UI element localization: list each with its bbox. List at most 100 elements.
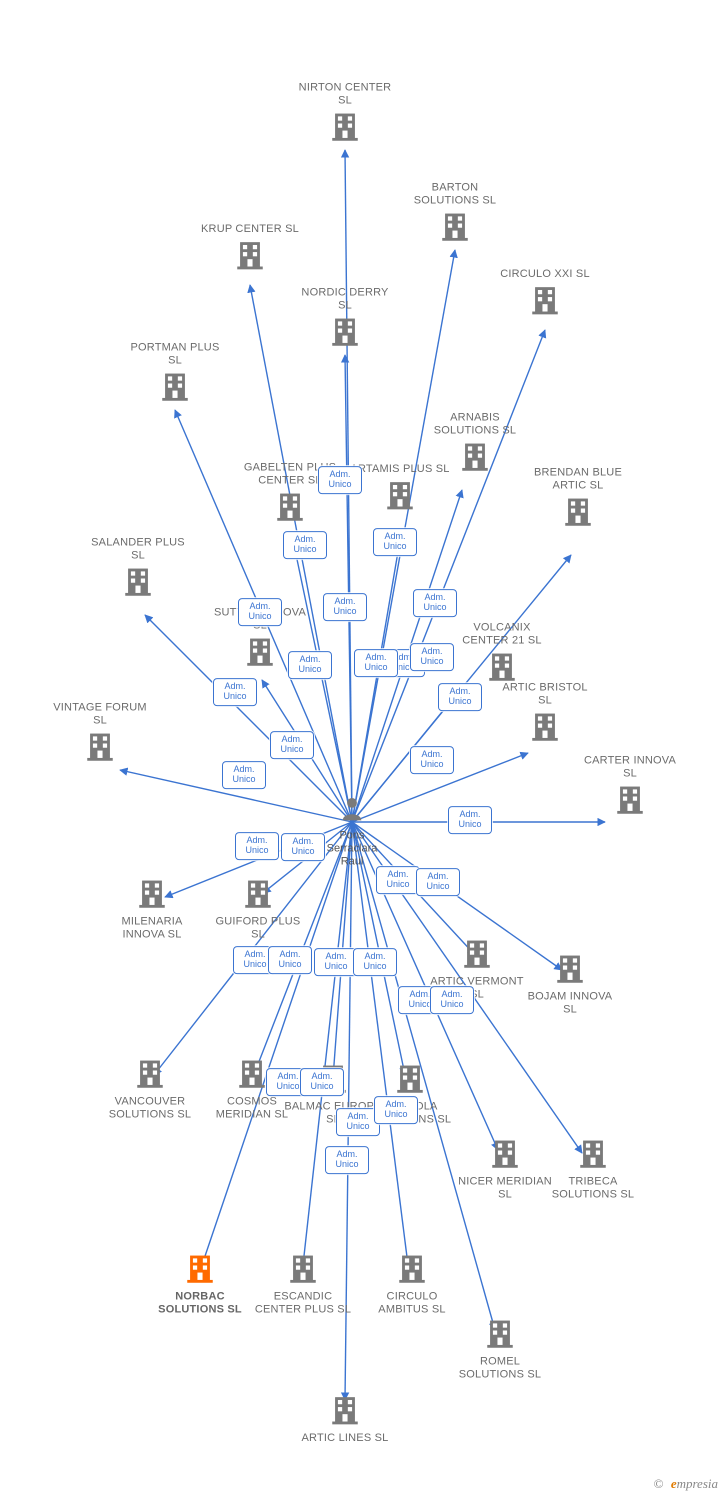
company-node[interactable]: CIRCULO AMBITUS SL: [362, 1251, 462, 1318]
company-label: NIRTON CENTER SL: [295, 81, 395, 107]
building-icon: [295, 315, 395, 354]
company-label: BOJAM INNOVA SL: [520, 990, 620, 1016]
building-icon: [350, 478, 450, 517]
building-icon: [580, 783, 680, 822]
building-icon: [295, 110, 395, 149]
building-icon: [253, 1251, 353, 1290]
company-label: NORDIC DERRY SL: [295, 286, 395, 312]
company-label: TRIBECA SOLUTIONS SL: [543, 1175, 643, 1201]
edge-label: Adm. Unico: [353, 948, 397, 976]
company-node[interactable]: BOJAM INNOVA SL: [520, 951, 620, 1018]
building-icon: [295, 1393, 395, 1432]
company-node[interactable]: BARTON SOLUTIONS SL: [405, 181, 505, 248]
edge-label: Adm. Unico: [323, 593, 367, 621]
company-node[interactable]: BRENDAN BLUE ARTIC SL: [528, 466, 628, 533]
building-icon: [362, 1251, 462, 1290]
company-label: VANCOUVER SOLUTIONS SL: [100, 1095, 200, 1121]
edge-label: Adm. Unico: [235, 832, 279, 860]
building-icon: [125, 370, 225, 409]
edge-label: Adm. Unico: [410, 643, 454, 671]
edge-label: Adm. Unico: [213, 678, 257, 706]
edge-label: Adm. Unico: [410, 746, 454, 774]
company-label: ESCANDIC CENTER PLUS SL: [253, 1290, 353, 1316]
company-label: ARTIC BRISTOL SL: [495, 681, 595, 707]
building-icon: [427, 936, 527, 975]
building-icon: [360, 1061, 460, 1100]
edge-label: Adm. Unico: [413, 589, 457, 617]
edge-label: Adm. Unico: [281, 833, 325, 861]
company-label: ROMEL SOLUTIONS SL: [450, 1355, 550, 1381]
edge-label: Adm. Unico: [354, 649, 398, 677]
edge-label: Adm. Unico: [430, 986, 474, 1014]
company-node[interactable]: VOLCANIX CENTER 21 SL: [452, 621, 552, 688]
building-icon: [455, 1136, 555, 1175]
edge-label: Adm. Unico: [314, 948, 358, 976]
company-node[interactable]: PORTMAN PLUS SL: [125, 341, 225, 408]
company-label: BRENDAN BLUE ARTIC SL: [528, 466, 628, 492]
company-node[interactable]: GUIFORD PLUS SL: [208, 876, 308, 943]
edge-line: [294, 545, 352, 822]
building-icon: [88, 565, 188, 604]
company-node[interactable]: NICER MERIDIAN SL: [455, 1136, 555, 1203]
company-node[interactable]: SALANDER PLUS SL: [88, 536, 188, 603]
building-icon: [520, 951, 620, 990]
building-icon: [100, 1056, 200, 1095]
company-label: VOLCANIX CENTER 21 SL: [452, 621, 552, 647]
company-label: NORBAC SOLUTIONS SL: [150, 1290, 250, 1316]
company-node[interactable]: ROMEL SOLUTIONS SL: [450, 1316, 550, 1383]
company-node[interactable]: TRIBECA SOLUTIONS SL: [543, 1136, 643, 1203]
building-icon: [495, 283, 595, 322]
company-node[interactable]: ARTIC BRISTOL SL: [495, 681, 595, 748]
edge-line: [345, 355, 352, 822]
building-icon: [208, 876, 308, 915]
company-node[interactable]: VINTAGE FORUM SL: [50, 701, 150, 768]
edge-label: Adm. Unico: [448, 806, 492, 834]
edge-label: Adm. Unico: [288, 651, 332, 679]
building-icon: [450, 1316, 550, 1355]
building-icon: [495, 710, 595, 749]
building-icon: [528, 495, 628, 534]
company-node[interactable]: ESCANDIC CENTER PLUS SL: [253, 1251, 353, 1318]
edge-label: Adm. Unico: [283, 531, 327, 559]
edge-label: Adm. Unico: [374, 1096, 418, 1124]
company-node[interactable]: NORDIC DERRY SL: [295, 286, 395, 353]
person-icon: [302, 795, 402, 828]
edge-line: [303, 822, 352, 1265]
company-label: CIRCULO XXI SL: [495, 268, 595, 281]
building-icon: [150, 1251, 250, 1290]
edge-label: Adm. Unico: [373, 528, 417, 556]
edge-label: Adm. Unico: [238, 598, 282, 626]
company-node[interactable]: VANCOUVER SOLUTIONS SL: [100, 1056, 200, 1123]
company-label: CARTER INNOVA SL: [580, 754, 680, 780]
edge-line: [352, 540, 400, 822]
company-label: CIRCULO AMBITUS SL: [362, 1290, 462, 1316]
company-label: VINTAGE FORUM SL: [50, 701, 150, 727]
edge-label: Adm. Unico: [376, 866, 420, 894]
company-node[interactable]: NIRTON CENTER SL: [295, 81, 395, 148]
company-node[interactable]: MILENARIA INNOVA SL: [102, 876, 202, 943]
company-node[interactable]: NORBAC SOLUTIONS SL: [150, 1251, 250, 1318]
company-node[interactable]: ARTAMIS PLUS SL: [350, 463, 450, 517]
watermark: © empresia: [654, 1476, 718, 1492]
company-label: PORTMAN PLUS SL: [125, 341, 225, 367]
company-label: ARNABIS SOLUTIONS SL: [425, 411, 525, 437]
edge-label: Adm. Unico: [270, 731, 314, 759]
building-icon: [240, 490, 340, 529]
company-label: ARTIC LINES SL: [295, 1432, 395, 1445]
edge-label: Adm. Unico: [268, 946, 312, 974]
company-node[interactable]: KRUP CENTER SL: [200, 223, 300, 277]
company-label: GUIFORD PLUS SL: [208, 915, 308, 941]
company-node[interactable]: CIRCULO XXI SL: [495, 268, 595, 322]
building-icon: [543, 1136, 643, 1175]
edge-label: Adm. Unico: [438, 683, 482, 711]
edge-label: Adm. Unico: [325, 1146, 369, 1174]
brand-rest: mpresia: [677, 1476, 718, 1491]
edge-label: Adm. Unico: [318, 466, 362, 494]
company-node[interactable]: CARTER INNOVA SL: [580, 754, 680, 821]
building-icon: [405, 210, 505, 249]
edge-label: Adm. Unico: [416, 868, 460, 896]
company-label: NICER MERIDIAN SL: [455, 1175, 555, 1201]
company-node[interactable]: ARTIC LINES SL: [295, 1393, 395, 1447]
company-label: ARTAMIS PLUS SL: [350, 463, 450, 476]
building-icon: [50, 730, 150, 769]
